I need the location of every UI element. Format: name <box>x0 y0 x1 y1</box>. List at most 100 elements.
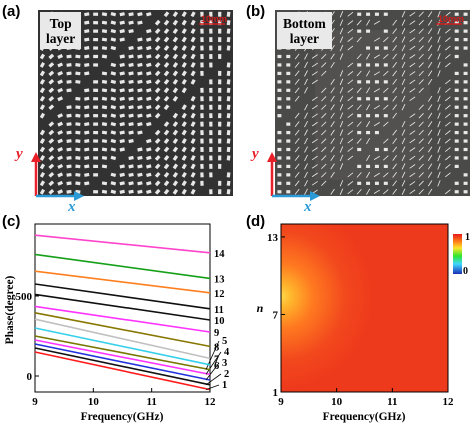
unit-cell <box>330 53 335 60</box>
unit-cell <box>200 163 204 169</box>
unit-cell <box>356 53 362 60</box>
unit-cell <box>418 129 424 136</box>
unit-cell <box>128 12 134 17</box>
unit-cell <box>463 147 468 152</box>
unit-cell <box>101 139 108 144</box>
unit-cell <box>163 28 170 35</box>
unit-cell <box>190 121 196 128</box>
unit-cell <box>418 53 424 60</box>
unit-cell <box>454 37 459 42</box>
unit-cell <box>218 11 222 17</box>
unit-cell <box>463 21 468 25</box>
unit-cell <box>84 122 90 127</box>
unit-cell <box>463 173 468 177</box>
unit-cell <box>339 154 344 162</box>
unit-cell <box>321 138 327 144</box>
unit-cell <box>347 71 354 76</box>
heatmap-hotspot <box>281 224 448 392</box>
unit-cell <box>154 155 161 161</box>
unit-cell <box>304 180 308 187</box>
unit-cell <box>163 95 170 102</box>
unit-cell <box>339 188 344 195</box>
series-line-6 <box>34 327 211 366</box>
unit-cell <box>93 80 99 84</box>
unit-cell <box>401 44 406 52</box>
unit-cell <box>418 104 424 110</box>
unit-cell <box>409 113 416 118</box>
unit-cell <box>347 147 354 152</box>
unit-cell <box>366 97 371 101</box>
unit-cell <box>304 137 308 145</box>
unit-cell <box>48 87 55 94</box>
unit-cell <box>383 97 388 101</box>
unit-cell <box>339 163 344 170</box>
unit-cell <box>294 112 300 119</box>
unit-cell <box>128 79 134 84</box>
unit-cell <box>427 129 433 136</box>
unit-cell <box>110 37 117 42</box>
unit-cell <box>93 54 99 59</box>
unit-cell <box>330 163 335 170</box>
unit-cell <box>418 45 424 51</box>
unit-cell <box>101 130 108 135</box>
unit-cell <box>347 104 354 110</box>
unit-cell <box>427 28 433 35</box>
unit-cell <box>163 171 170 178</box>
unit-cell <box>437 129 441 136</box>
unit-cell <box>209 155 213 161</box>
unit-cell <box>286 181 291 185</box>
unit-cell <box>137 189 143 194</box>
unit-cell <box>366 121 371 128</box>
unit-cell <box>321 96 327 102</box>
unit-cell <box>392 28 397 35</box>
unit-cell <box>311 71 318 76</box>
unit-cell <box>444 130 451 136</box>
unit-cell <box>209 147 213 152</box>
unit-cell <box>347 62 354 68</box>
unit-cell <box>401 27 406 35</box>
unit-cell <box>146 105 152 110</box>
unit-cell <box>154 19 161 26</box>
unit-cell <box>418 19 424 26</box>
unit-cell <box>454 80 459 84</box>
unit-cell <box>401 154 406 162</box>
unit-cell <box>383 46 388 50</box>
unit-cell <box>110 130 117 135</box>
unit-cell <box>339 129 344 136</box>
unit-cell <box>454 122 459 126</box>
unit-cell <box>409 28 416 34</box>
unit-cell <box>190 180 196 187</box>
unit-cell <box>93 29 99 33</box>
unit-cell <box>190 163 196 170</box>
unit-cell <box>39 112 46 119</box>
unit-cell <box>383 181 388 185</box>
unit-cell <box>66 79 72 84</box>
unit-cell <box>119 147 125 152</box>
unit-cell <box>110 113 117 118</box>
unit-cell <box>409 62 416 68</box>
unit-cell <box>444 11 451 17</box>
series-label-11: 11 <box>214 305 224 316</box>
unit-cell <box>101 189 108 194</box>
unit-cell <box>66 71 72 76</box>
unit-cell <box>444 113 451 119</box>
unit-cell <box>93 114 99 118</box>
unit-cell <box>172 78 179 85</box>
x-tick-label: 11 <box>387 396 397 408</box>
unit-cell <box>101 181 108 186</box>
unit-cell <box>304 163 308 170</box>
unit-cell <box>93 105 99 109</box>
unit-cell <box>48 163 55 170</box>
unit-cell <box>84 130 90 135</box>
x-tick-label: 9 <box>32 396 38 408</box>
unit-cell <box>392 95 397 102</box>
unit-cell <box>463 37 468 42</box>
unit-cell <box>128 20 134 25</box>
unit-cell <box>463 97 468 101</box>
bottom-axis-x-label: x <box>304 199 312 215</box>
unit-cell <box>392 129 397 136</box>
unit-cell <box>93 139 99 143</box>
unit-cell <box>418 70 424 77</box>
unit-cell <box>392 62 397 68</box>
unit-cell <box>137 62 143 68</box>
